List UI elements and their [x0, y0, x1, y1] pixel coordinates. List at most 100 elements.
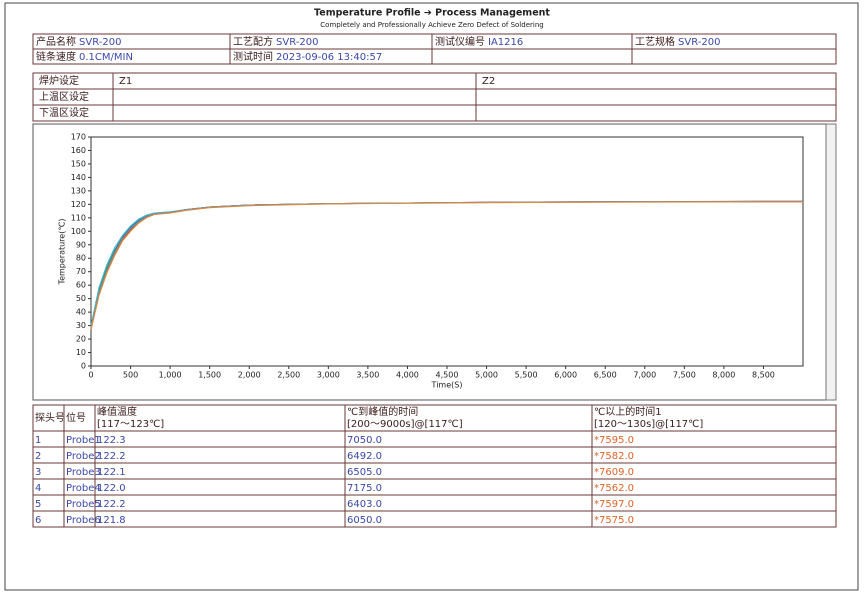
x-tick-label: 5,500	[515, 371, 538, 380]
table-cell	[475, 104, 837, 122]
table-cell	[112, 104, 477, 122]
result-cell: *7597.0	[594, 499, 634, 510]
x-tick-label: 7,500	[673, 371, 696, 380]
info-value: 0.1CM/MIN	[79, 52, 133, 63]
result-cell: 7050.0	[347, 435, 382, 446]
table-cell	[431, 48, 633, 65]
result-cell: Probe6	[66, 515, 101, 526]
zone-header: 焊炉设定	[39, 74, 79, 87]
zone-header: Z2	[482, 76, 495, 87]
info-value: SVR-200	[276, 37, 318, 48]
info-label: 测试仪编号	[435, 35, 485, 48]
x-tick-label: 2,500	[277, 371, 300, 380]
table-cell	[344, 430, 593, 448]
column-range: [120～130s]@[117℃]	[594, 419, 703, 430]
result-cell: 122.3	[97, 435, 126, 446]
x-axis-label: Time(S)	[431, 381, 463, 390]
x-tick-label: 6,500	[594, 371, 617, 380]
x-tick-label: 1,500	[198, 371, 221, 380]
x-tick-label: 6,000	[554, 371, 577, 380]
y-tick-label: 140	[71, 173, 86, 182]
y-tick-label: 80	[76, 254, 86, 263]
x-tick-label: 500	[123, 371, 138, 380]
info-value: SVR-200	[79, 37, 121, 48]
column-title: 峰值温度	[97, 405, 137, 418]
table-cell	[344, 478, 593, 496]
info-value: SVR-200	[678, 37, 720, 48]
result-cell: 6	[35, 515, 41, 526]
x-tick-label: 1,000	[159, 371, 182, 380]
result-cell: *7562.0	[594, 483, 634, 494]
column-title: 探头号	[35, 411, 65, 424]
column-title: ℃以上的时间1	[594, 405, 662, 418]
result-cell: 3	[35, 467, 41, 478]
column-title: 位号	[66, 411, 86, 424]
page-frame	[4, 2, 859, 591]
table-cell	[94, 494, 346, 512]
result-cell: 2	[35, 451, 41, 462]
column-range: [200～9000s]@[117℃]	[347, 419, 463, 430]
x-tick-label: 7,000	[633, 371, 656, 380]
result-cell: Probe4	[66, 483, 101, 494]
table-cell	[112, 88, 477, 106]
result-cell: *7582.0	[594, 451, 634, 462]
info-label: 测试时间	[233, 50, 273, 63]
result-cell: 7175.0	[347, 483, 382, 494]
table-cell	[344, 494, 593, 512]
result-cell: *7609.0	[594, 467, 634, 478]
result-cell: *7595.0	[594, 435, 634, 446]
table-cell	[94, 446, 346, 464]
result-cell: *7575.0	[594, 515, 634, 526]
scrollbar	[825, 123, 837, 401]
result-cell: 122.2	[97, 451, 126, 462]
result-cell: 121.8	[97, 515, 126, 526]
table-cell	[94, 478, 346, 496]
y-tick-label: 90	[76, 240, 86, 249]
result-cell: 122.1	[97, 467, 126, 478]
table-cell	[475, 72, 837, 90]
y-tick-label: 30	[76, 321, 86, 330]
result-cell: Probe3	[66, 467, 101, 478]
x-tick-label: 8,500	[752, 371, 775, 380]
table-cell	[94, 510, 346, 528]
y-tick-label: 130	[71, 186, 86, 195]
x-tick-label: 4,000	[396, 371, 419, 380]
temperature-line	[90, 201, 803, 330]
result-cell: 6492.0	[347, 451, 382, 462]
x-tick-label: 3,500	[356, 371, 379, 380]
zone-row-label: 下温区设定	[39, 106, 89, 119]
y-tick-label: 100	[71, 227, 86, 236]
info-label: 链条速度	[36, 50, 76, 63]
report-subtitle: Completely and Professionally Achieve Ze…	[320, 21, 543, 29]
y-tick-label: 170	[71, 133, 86, 142]
y-tick-label: 160	[71, 146, 86, 155]
zone-header: Z1	[119, 76, 132, 87]
x-tick-label: 2,000	[238, 371, 261, 380]
table-cell	[94, 430, 346, 448]
result-cell: Probe2	[66, 451, 101, 462]
y-tick-label: 120	[71, 200, 86, 209]
y-axis-label: Temperature(℃)	[58, 219, 67, 286]
table-cell	[591, 510, 837, 528]
info-label: 工艺配方	[233, 35, 273, 48]
result-cell: 5	[35, 499, 41, 510]
x-tick-label: 8,000	[712, 371, 735, 380]
y-tick-label: 150	[71, 159, 86, 168]
zone-row-label: 上温区设定	[39, 90, 89, 103]
info-value: 2023-09-06 13:40:57	[276, 52, 382, 63]
y-tick-label: 10	[76, 348, 86, 357]
result-cell: 6403.0	[347, 499, 382, 510]
table-cell	[344, 446, 593, 464]
result-cell: 122.2	[97, 499, 126, 510]
result-cell: 1	[35, 435, 41, 446]
result-cell: Probe5	[66, 499, 101, 510]
column-range: [117～123℃]	[97, 419, 164, 430]
info-value: IA1216	[488, 37, 523, 48]
table-cell	[631, 48, 837, 65]
column-title: ℃到峰值的时间	[347, 405, 418, 418]
report-title: Temperature Profile ➔ Process Management	[314, 8, 550, 19]
table-cell	[94, 462, 346, 480]
plot-area	[90, 136, 804, 367]
info-label: 工艺规格	[635, 35, 675, 48]
